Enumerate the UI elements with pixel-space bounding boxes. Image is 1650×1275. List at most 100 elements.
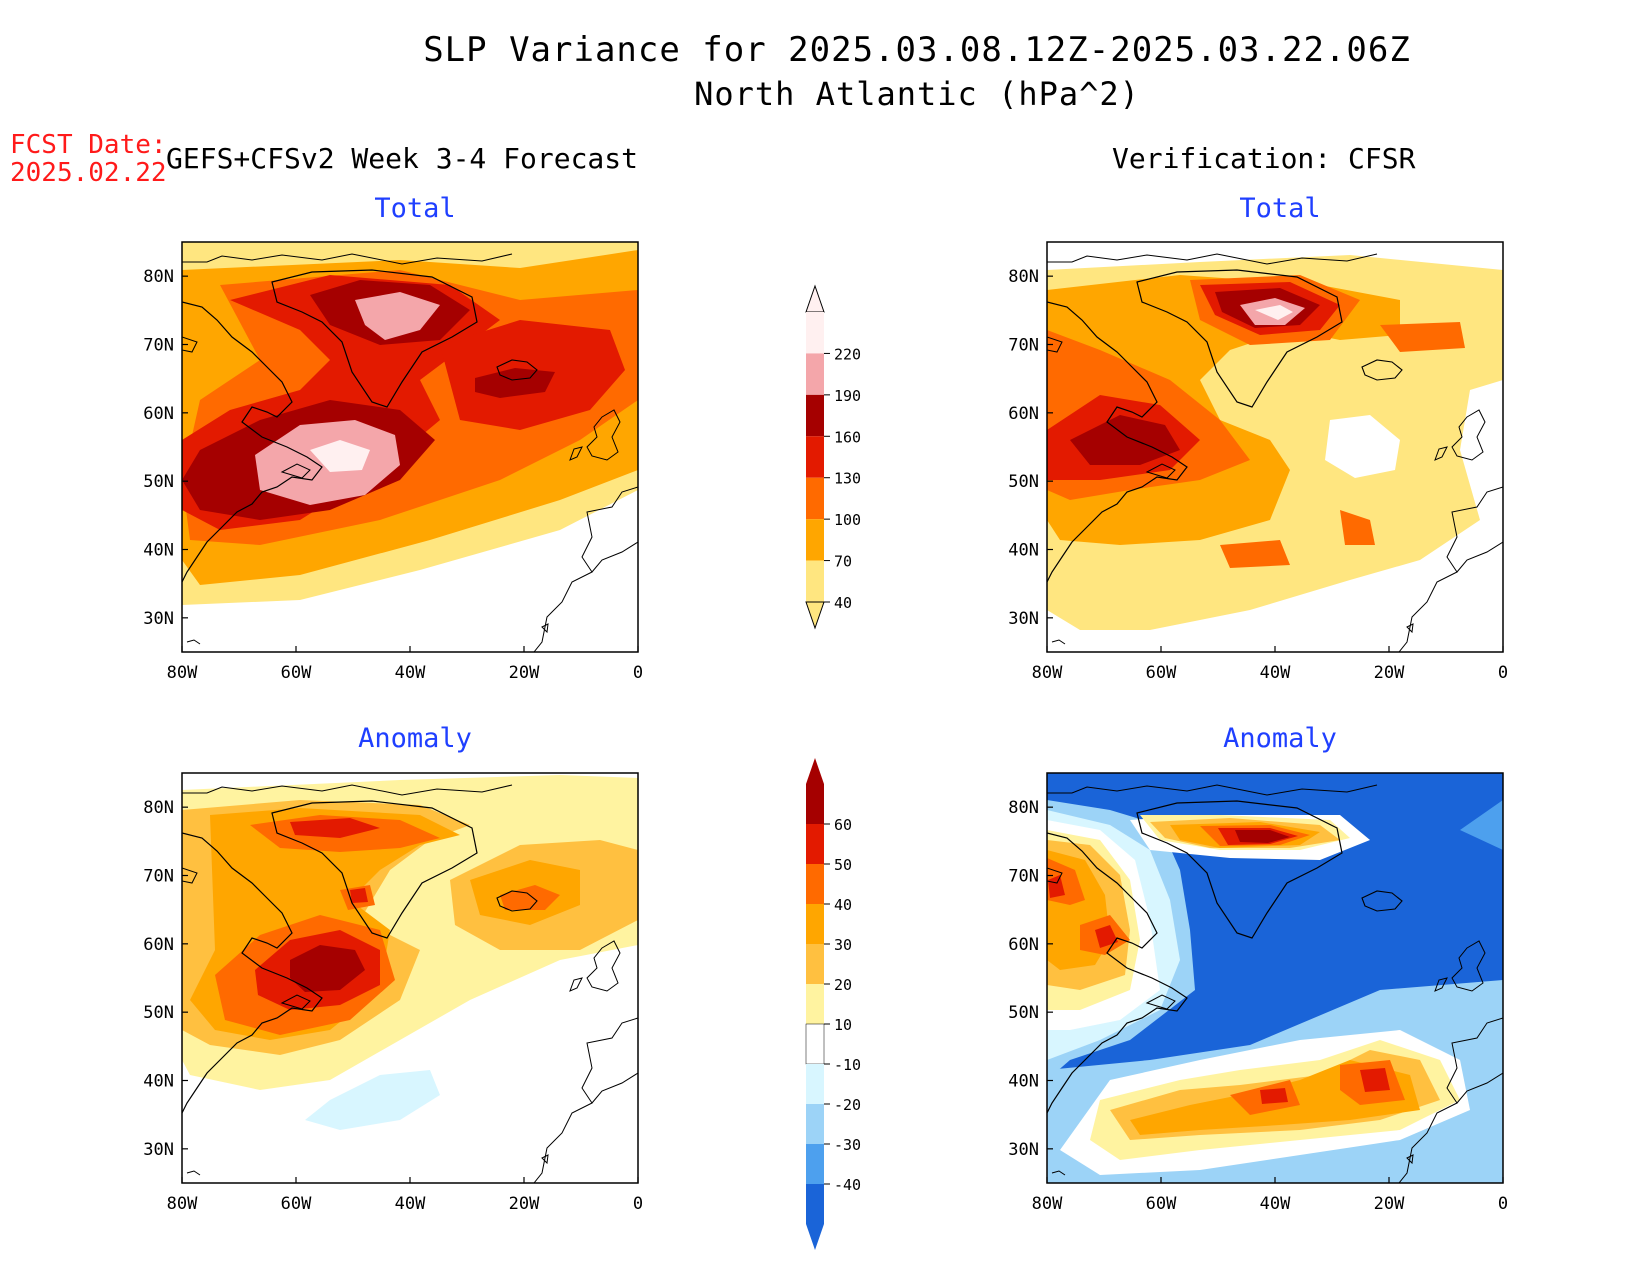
lon-tick-label: 80W xyxy=(167,1194,198,1214)
colorbar-tick-label: 130 xyxy=(834,470,861,488)
lat-tick-label: 60N xyxy=(1008,404,1039,424)
lat-tick-label: 30N xyxy=(143,609,174,629)
lat-tick-label: 30N xyxy=(143,1140,174,1160)
lon-tick-label: 20W xyxy=(1374,663,1405,683)
lat-tick-label: 30N xyxy=(1008,609,1039,629)
lat-tick-label: 50N xyxy=(1008,472,1039,492)
colorbar-bottom-arrow xyxy=(805,601,825,630)
lon-tick-label: 0 xyxy=(1498,663,1508,683)
colorbar-swatch xyxy=(806,477,824,520)
lon-tick-label: 60W xyxy=(1146,1194,1177,1214)
lat-tick-label: 60N xyxy=(143,935,174,955)
colorbar-swatch xyxy=(806,904,824,944)
colorbar-swatch xyxy=(806,1104,824,1144)
lon-tick-label: 60W xyxy=(1146,663,1177,683)
verification-total-title: Total xyxy=(1239,193,1321,224)
lon-tick-label: 0 xyxy=(633,663,643,683)
lon-tick-label: 20W xyxy=(509,663,540,683)
colorbar-tick-label: 40 xyxy=(834,896,852,914)
lat-tick-label: 80N xyxy=(1008,267,1039,287)
colorbar-tick-label: 60 xyxy=(834,816,852,834)
lat-tick-label: 80N xyxy=(143,798,174,818)
lat-tick-label: 80N xyxy=(1008,798,1039,818)
colorbar-tick-label: 30 xyxy=(834,936,852,954)
verification-anomaly-title: Anomaly xyxy=(1223,723,1337,754)
colorbar-tick-label: 220 xyxy=(834,345,861,363)
colorbar-tick-label: 70 xyxy=(834,553,852,571)
lon-tick-label: 20W xyxy=(1374,1194,1405,1214)
colorbar-top-arrow xyxy=(805,284,825,313)
lat-tick-label: 70N xyxy=(1008,867,1039,887)
colorbar-tick-label: 190 xyxy=(834,387,861,405)
right-column-title: Verification: CFSR xyxy=(1112,142,1416,175)
lon-tick-label: 40W xyxy=(1260,1194,1291,1214)
main-title: SLP Variance for 2025.03.08.12Z-2025.03.… xyxy=(423,30,1411,70)
colorbar-swatch xyxy=(806,1184,824,1224)
colorbar-tick-label: -40 xyxy=(834,1176,861,1194)
colorbar-tick-label: 100 xyxy=(834,511,861,529)
colorbar-tick-label: -20 xyxy=(834,1096,861,1114)
lat-tick-label: 50N xyxy=(143,1003,174,1023)
colorbar-tick-label: 10 xyxy=(834,1016,852,1034)
colorbar-swatch xyxy=(806,784,824,824)
lon-tick-label: 40W xyxy=(395,663,426,683)
lat-tick-label: 80N xyxy=(143,267,174,287)
lat-tick-label: 60N xyxy=(143,404,174,424)
lon-tick-label: 80W xyxy=(1032,1194,1063,1214)
lat-tick-label: 40N xyxy=(143,541,174,561)
forecast-anomaly-map xyxy=(182,773,638,1183)
colorbar-swatch xyxy=(806,864,824,904)
colorbar-bottom-arrow xyxy=(806,1224,824,1250)
lon-tick-label: 0 xyxy=(633,1194,643,1214)
lon-tick-label: 0 xyxy=(1498,1194,1508,1214)
lat-tick-label: 30N xyxy=(1008,1140,1039,1160)
lon-tick-label: 40W xyxy=(395,1194,426,1214)
colorbar-swatch xyxy=(806,312,824,354)
fcst-date: 2025.02.22 xyxy=(10,158,167,188)
fcst-label: FCST Date: xyxy=(10,130,167,160)
colorbar-tick-label: -10 xyxy=(834,1056,861,1074)
left-column-title: GEFS+CFSv2 Week 3-4 Forecast xyxy=(166,142,639,175)
colorbar-swatch xyxy=(806,519,824,561)
colorbar-tick-label: 20 xyxy=(834,976,852,994)
forecast-total-map xyxy=(182,242,638,652)
colorbar-swatch xyxy=(806,436,824,478)
colorbar-tick-label: 50 xyxy=(834,856,852,874)
colorbar-swatch xyxy=(806,824,824,864)
colorbar-swatch xyxy=(806,394,824,437)
colorbar-swatch xyxy=(806,984,824,1024)
lat-tick-label: 50N xyxy=(1008,1003,1039,1023)
lon-tick-label: 20W xyxy=(509,1194,540,1214)
colorbar-swatch xyxy=(806,1144,824,1184)
lon-tick-label: 80W xyxy=(167,663,198,683)
colorbar-tick-label: 40 xyxy=(834,594,852,612)
verification-anomaly-map xyxy=(1047,773,1503,1183)
map-axes: 80N 70N 60N 50N 40N 30N 80W 60W 40W 20W 0 80N 70N 60N… xyxy=(143,267,1508,1214)
subtitle: North Atlantic (hPa^2) xyxy=(694,75,1140,113)
lat-tick-label: 70N xyxy=(1008,336,1039,356)
lat-tick-label: 40N xyxy=(143,1072,174,1092)
verification-total-map xyxy=(1047,242,1503,652)
forecast-total-title: Total xyxy=(374,193,456,224)
colorbar-tick-label: -30 xyxy=(834,1136,861,1154)
colorbar-swatch xyxy=(806,1064,824,1104)
lat-tick-label: 40N xyxy=(1008,541,1039,561)
lat-tick-label: 60N xyxy=(1008,935,1039,955)
colorbar-top-arrow xyxy=(806,758,824,784)
colorbar-swatch xyxy=(806,560,824,602)
lat-tick-label: 70N xyxy=(143,867,174,887)
colorbar-swatch xyxy=(806,944,824,984)
colorbar-swatch xyxy=(806,353,824,395)
lat-tick-label: 70N xyxy=(143,336,174,356)
lon-tick-label: 60W xyxy=(281,1194,312,1214)
lat-tick-label: 40N xyxy=(1008,1072,1039,1092)
colorbar-tick-label: 160 xyxy=(834,428,861,446)
lon-tick-label: 60W xyxy=(281,663,312,683)
lon-tick-label: 80W xyxy=(1032,663,1063,683)
anomaly-colorbar: 60 50 40 30 20 10 -10 -20 -30 -40 xyxy=(805,758,861,1250)
forecast-anomaly-title: Anomaly xyxy=(358,723,472,754)
total-colorbar: 220 190 160 130 100 70 40 xyxy=(805,284,861,630)
lon-tick-label: 40W xyxy=(1260,663,1291,683)
colorbar-swatch xyxy=(805,1023,825,1065)
